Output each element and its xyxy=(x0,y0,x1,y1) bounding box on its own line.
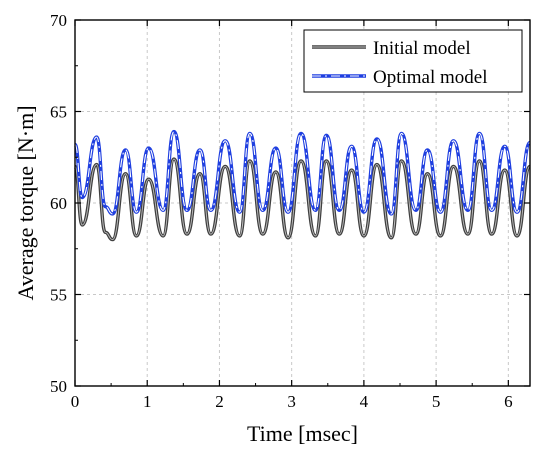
x-tick-label: 3 xyxy=(287,392,296,411)
legend-label-initial-model: Initial model xyxy=(373,38,471,59)
plot-series xyxy=(73,129,532,242)
x-tick-label: 2 xyxy=(215,392,224,411)
x-tick-label: 1 xyxy=(143,392,152,411)
legend: Initial model Optimal model xyxy=(303,29,523,93)
series-highlight-initial-model xyxy=(74,158,531,241)
y-axis-title: Average torque [N·m] xyxy=(13,105,38,300)
x-tick-label: 5 xyxy=(432,392,441,411)
x-tick-label: 6 xyxy=(504,392,513,411)
legend-label-optimal-model: Optimal model xyxy=(373,67,488,88)
y-tick-label: 65 xyxy=(50,103,67,122)
series-highlight-optimal-model xyxy=(74,131,531,215)
legend-box xyxy=(303,29,523,93)
axis-ticks: 0 1 2 3 4 5 6 50 55 60 65 70 xyxy=(50,11,530,411)
x-tick-label: 0 xyxy=(71,392,80,411)
x-tick-label: 4 xyxy=(360,392,369,411)
y-tick-label: 60 xyxy=(50,194,67,213)
x-axis-title: Time [msec] xyxy=(247,421,358,446)
y-tick-label: 50 xyxy=(50,377,67,396)
y-tick-label: 70 xyxy=(50,11,67,30)
y-tick-label: 55 xyxy=(50,286,67,305)
